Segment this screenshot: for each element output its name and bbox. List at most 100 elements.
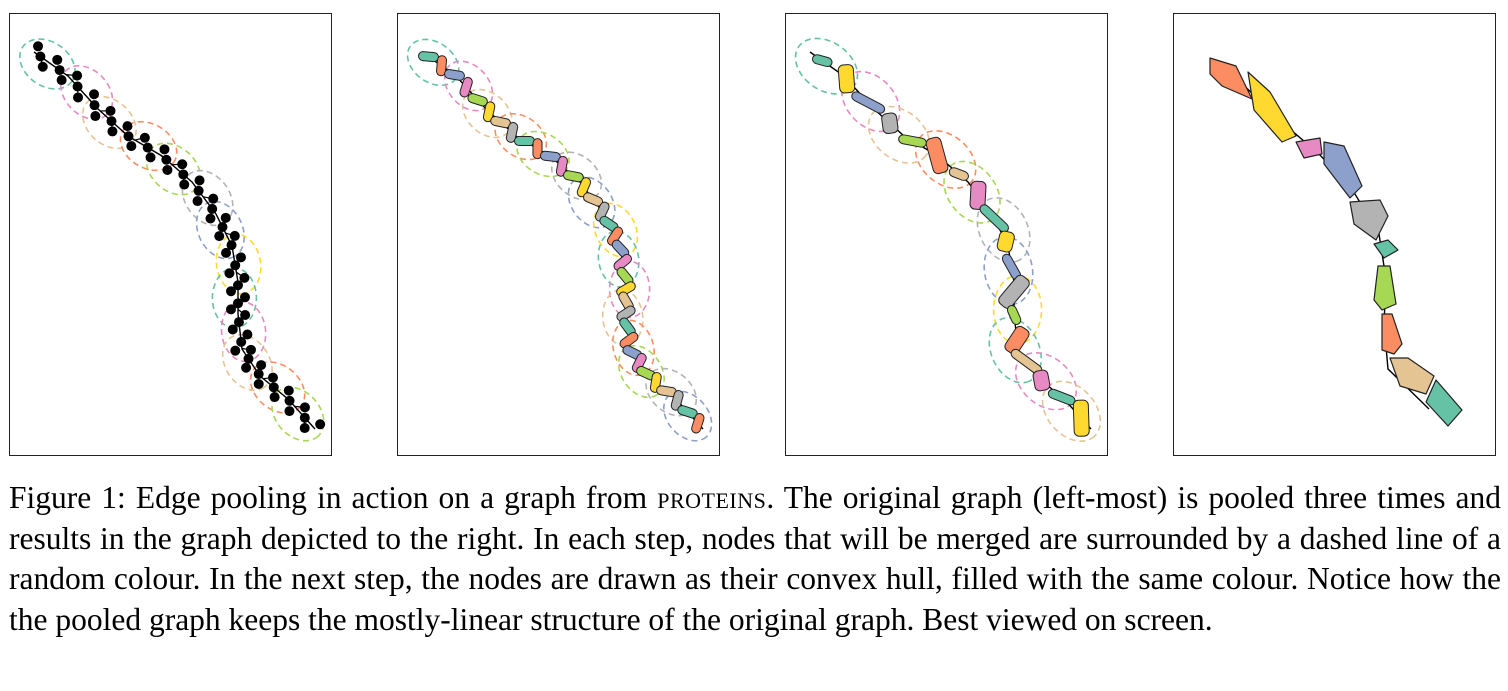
pooled-twice-merge-group bbox=[914, 130, 977, 190]
original-node bbox=[220, 212, 231, 223]
original-node bbox=[233, 298, 243, 309]
pooled-once-node bbox=[490, 115, 511, 129]
original-node bbox=[214, 231, 225, 242]
pooled-once-node bbox=[555, 155, 568, 177]
original-node bbox=[236, 336, 247, 347]
pooled-twice-node bbox=[1072, 399, 1090, 437]
pooled-once-node bbox=[467, 93, 488, 107]
pooled-twice-node bbox=[898, 134, 927, 148]
pooled-twice-node bbox=[996, 230, 1015, 253]
pooled-twice-merge-group bbox=[867, 105, 931, 164]
original-node bbox=[90, 111, 101, 122]
original-node bbox=[56, 75, 67, 86]
pooled-once-node bbox=[631, 352, 647, 373]
original-node bbox=[33, 41, 44, 52]
pooled-twice-merge-group bbox=[976, 196, 1031, 264]
pooled-thrice-node bbox=[1295, 137, 1323, 159]
pooled-once-node bbox=[435, 55, 448, 77]
pooled-thrice-node bbox=[1381, 313, 1403, 355]
original-node bbox=[122, 121, 133, 132]
pooled-once-node bbox=[505, 122, 519, 143]
original-node bbox=[123, 131, 134, 142]
original-node bbox=[283, 385, 294, 396]
pooled-once-node bbox=[459, 76, 473, 98]
pooled-thrice-plot bbox=[1209, 57, 1463, 427]
caption-text-start: Figure 1: Edge pooling in action on a gr… bbox=[9, 480, 658, 515]
original-node bbox=[267, 372, 278, 383]
original-node bbox=[89, 89, 100, 100]
pooled-once-edge bbox=[421, 51, 704, 430]
original-node bbox=[192, 196, 203, 207]
pooled-once-node bbox=[613, 253, 632, 271]
pooled-once-plot bbox=[406, 38, 713, 442]
original-node bbox=[221, 247, 232, 258]
original-node bbox=[284, 406, 295, 417]
original-node bbox=[193, 185, 204, 196]
pooled-once-node bbox=[594, 201, 610, 222]
original-backbone-edge bbox=[33, 51, 316, 430]
pooled-once-merge-group bbox=[406, 38, 460, 87]
pooled-thrice-node bbox=[1373, 265, 1397, 311]
pooled-once-node bbox=[691, 413, 705, 434]
original-node bbox=[73, 92, 84, 103]
pooled-once-node bbox=[539, 150, 561, 162]
original-node bbox=[52, 54, 63, 65]
original-node bbox=[126, 141, 137, 152]
pooled-twice-node bbox=[1004, 325, 1030, 355]
pooled-thrice-node bbox=[1247, 71, 1297, 143]
pooled-once-node bbox=[532, 138, 543, 160]
original-node bbox=[240, 292, 250, 303]
original-node bbox=[37, 61, 48, 72]
pooled-once-node bbox=[619, 331, 639, 349]
original-node bbox=[240, 309, 251, 320]
pooled-thrice-node bbox=[1349, 199, 1389, 241]
original-node bbox=[230, 260, 241, 271]
pooled-once-node bbox=[562, 170, 584, 183]
pooled-thrice-node bbox=[1209, 57, 1253, 100]
pooled-once-node bbox=[607, 226, 624, 246]
pooled-twice-node bbox=[948, 167, 969, 181]
original-node bbox=[253, 379, 264, 390]
original-node bbox=[179, 179, 190, 190]
original-node bbox=[230, 345, 241, 356]
original-merge-group bbox=[59, 65, 114, 120]
pooled-thrice-node bbox=[1389, 357, 1435, 395]
pooled-thrice-node bbox=[1425, 379, 1463, 427]
caption-text-end: . The original graph (left-most) is pool… bbox=[9, 480, 1502, 637]
original-node bbox=[226, 286, 236, 297]
original-node bbox=[227, 324, 238, 335]
original-merge-group bbox=[221, 333, 273, 392]
original-node bbox=[89, 100, 100, 111]
original-node bbox=[239, 272, 250, 283]
pooled-twice-node bbox=[851, 91, 886, 114]
original-node bbox=[217, 221, 228, 232]
original-node bbox=[299, 423, 310, 434]
original-node bbox=[253, 369, 264, 380]
pooled-twice-node bbox=[1006, 304, 1022, 325]
pooled-twice-node bbox=[979, 204, 1009, 233]
original-node bbox=[224, 268, 235, 279]
panel-pooled-thrice bbox=[1173, 13, 1496, 456]
pooled-once-node bbox=[514, 135, 535, 147]
original-node bbox=[159, 144, 170, 155]
original-node bbox=[177, 159, 188, 170]
original-node bbox=[241, 362, 252, 373]
pooled-twice-node bbox=[1032, 369, 1051, 392]
original-node bbox=[245, 344, 256, 355]
pooled-twice-node bbox=[998, 274, 1030, 309]
original-graph-plot bbox=[19, 38, 326, 442]
panel-pooled-once bbox=[397, 13, 720, 456]
pooled-once-node bbox=[418, 51, 439, 63]
figure-panels bbox=[9, 13, 1496, 456]
original-node bbox=[107, 126, 118, 137]
panel-original-graph bbox=[9, 13, 332, 456]
panel-pooled-twice bbox=[785, 13, 1108, 456]
pooled-once-node bbox=[444, 69, 465, 81]
pooled-twice-plot bbox=[794, 37, 1102, 443]
pooled-once-node bbox=[576, 177, 592, 198]
original-node bbox=[105, 105, 116, 116]
pooled-twice-node bbox=[969, 180, 987, 210]
original-node bbox=[256, 360, 267, 371]
original-node bbox=[299, 402, 310, 413]
original-node bbox=[145, 152, 156, 163]
